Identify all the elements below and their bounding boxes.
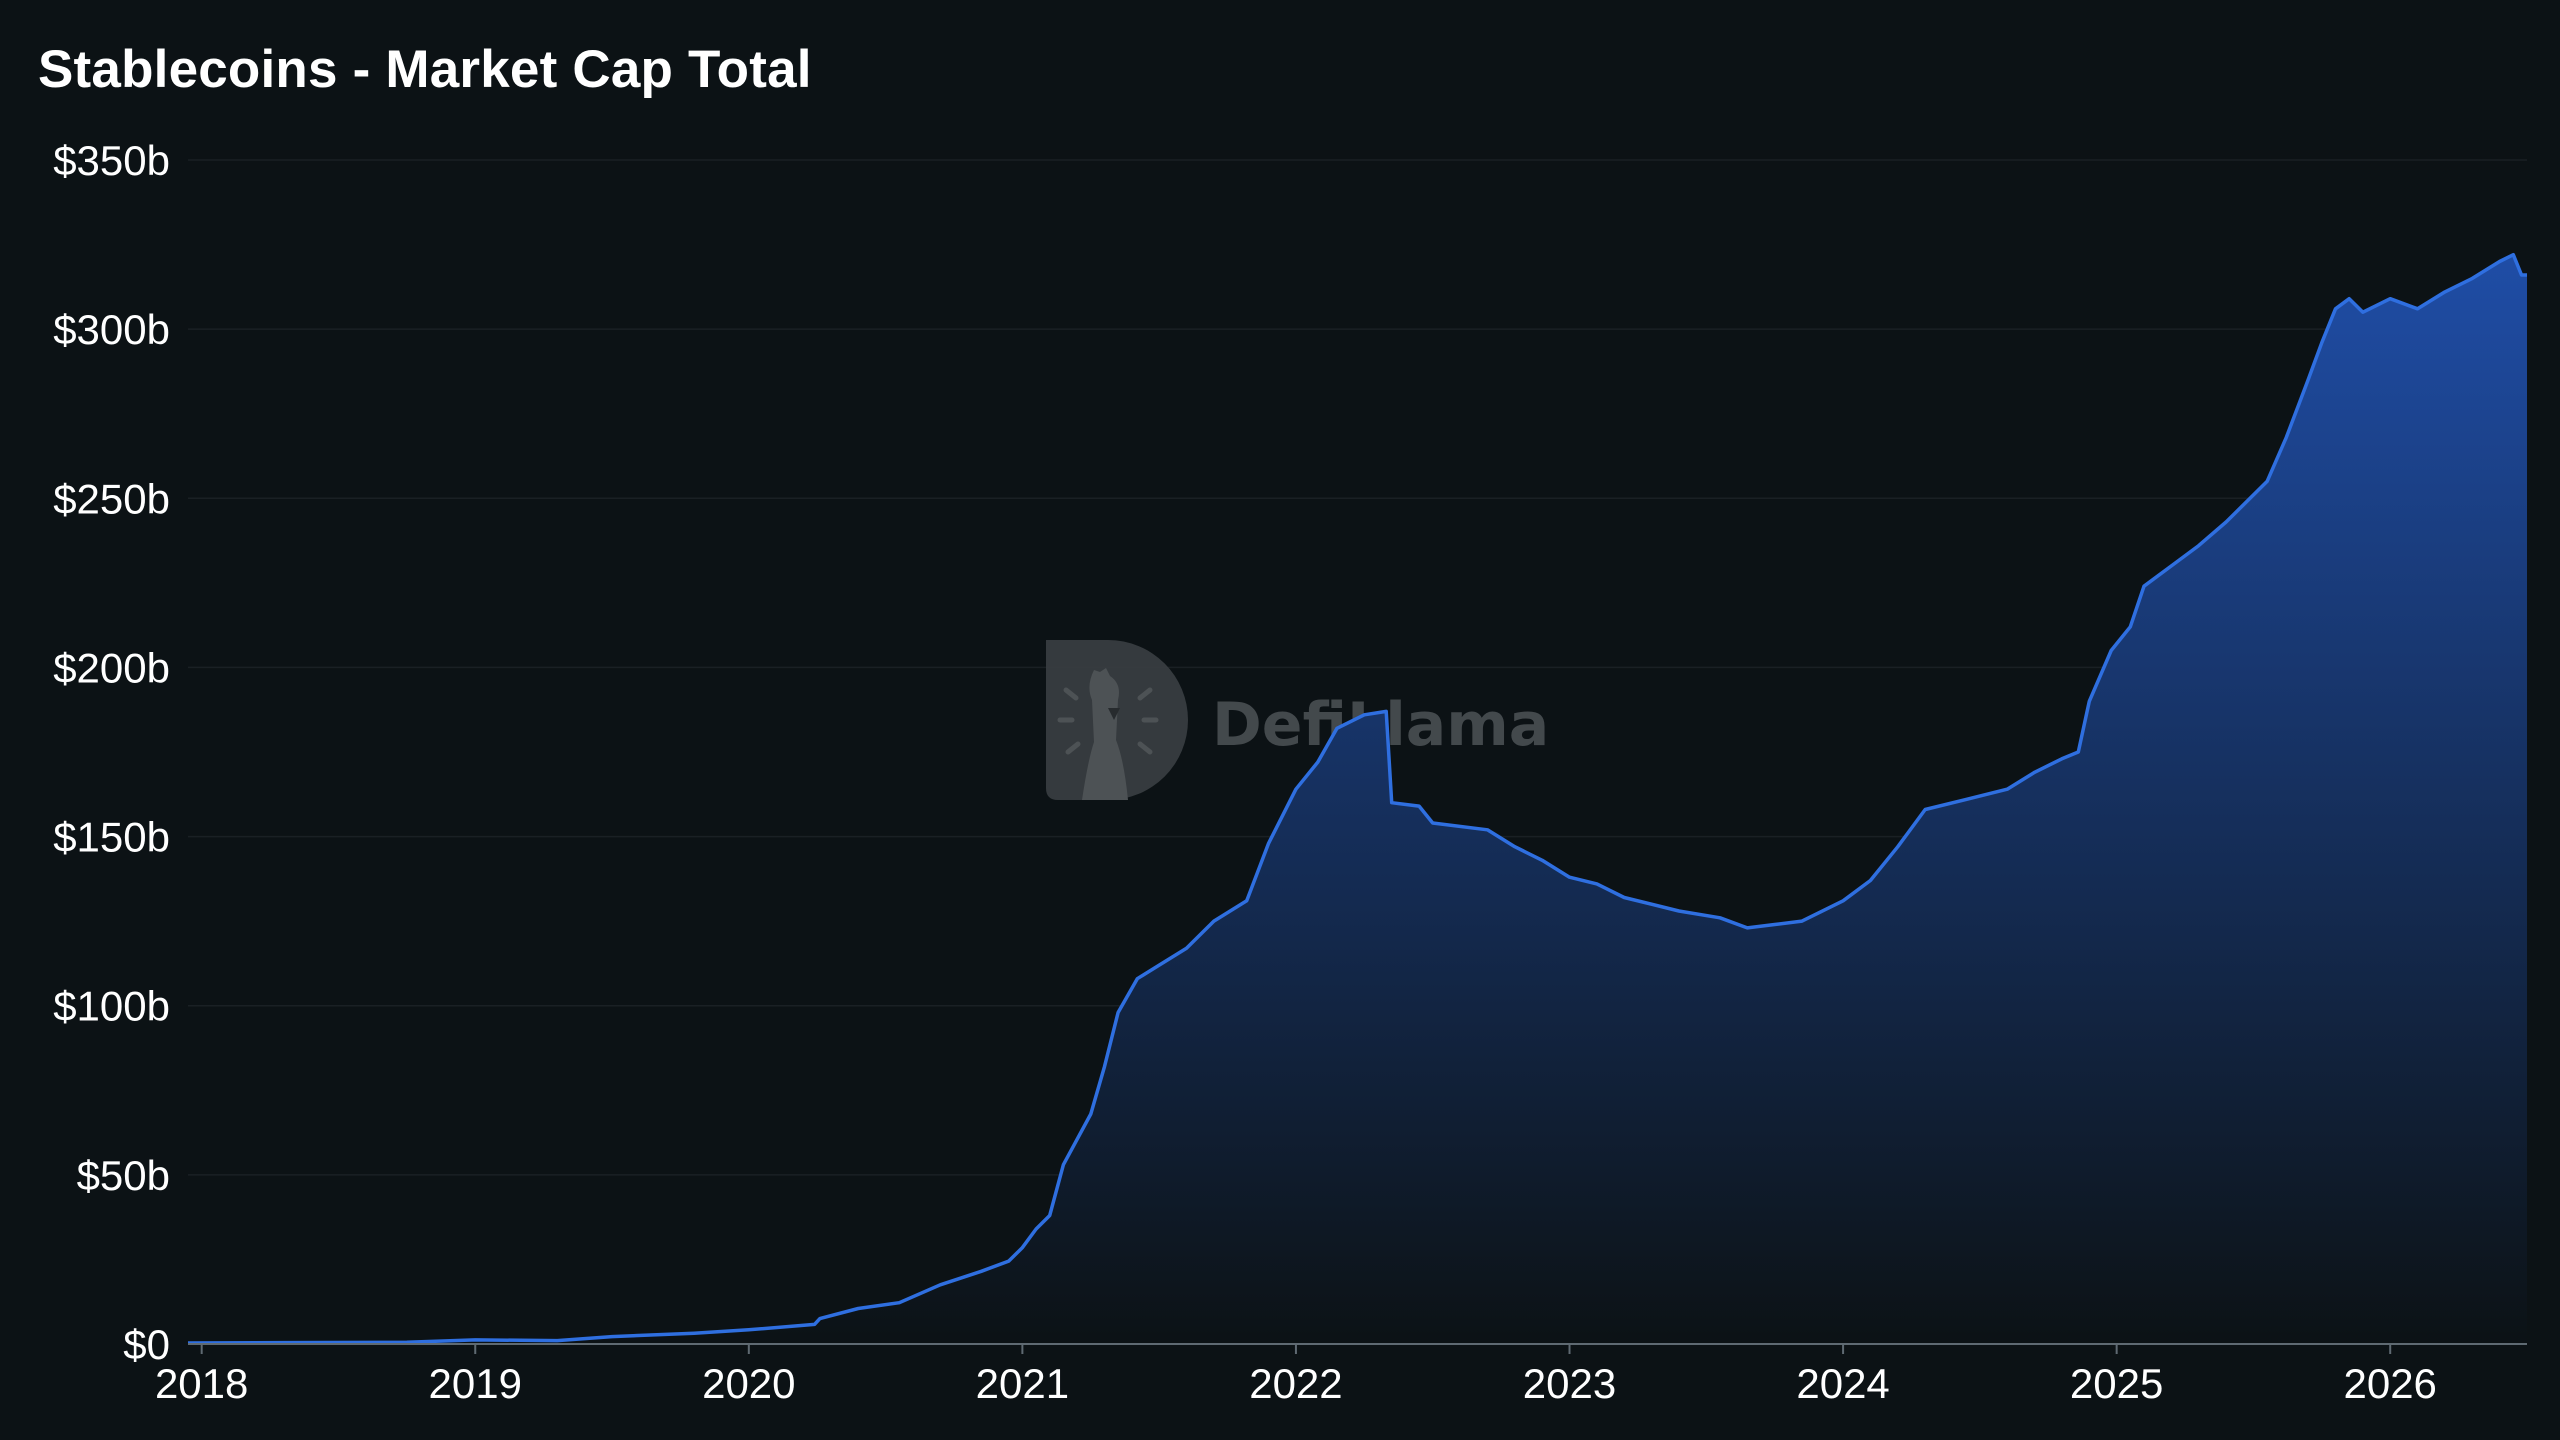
y-tick-label: $150b <box>53 814 170 861</box>
y-tick-label: $0 <box>123 1321 170 1368</box>
series-line <box>187 252 2527 1345</box>
y-tick-label: $300b <box>53 306 170 353</box>
x-tick-label: 2018 <box>155 1360 248 1407</box>
x-tick-label: 2024 <box>1796 1360 1889 1407</box>
axes: $0 $50b $100b $150b $200b $250b $300b $350b 2018… <box>53 137 2527 1407</box>
chart-title: Stablecoins - Market Cap Total <box>38 40 812 99</box>
series-area <box>188 254 2527 1345</box>
x-tick-label: 2025 <box>2070 1360 2163 1407</box>
x-tick-label: 2022 <box>1249 1360 1342 1407</box>
y-tick-label: $350b <box>53 137 170 184</box>
x-tick-label: 2026 <box>2343 1360 2436 1407</box>
y-tick-label: $200b <box>53 644 170 691</box>
x-tick-label: 2021 <box>976 1360 1069 1407</box>
x-tick-label: 2023 <box>1523 1360 1616 1407</box>
y-tick-label: $100b <box>53 983 170 1030</box>
y-tick-label: $250b <box>53 475 170 522</box>
x-tick-label: 2019 <box>429 1360 522 1407</box>
watermark: DefiLlama <box>1046 640 1549 800</box>
x-tick-label: 2020 <box>702 1360 795 1407</box>
y-tick-label: $50b <box>77 1152 170 1199</box>
llama-logo-icon <box>1046 640 1188 800</box>
